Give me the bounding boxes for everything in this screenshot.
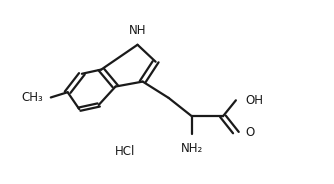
Text: CH₃: CH₃ (21, 91, 43, 104)
Text: NH: NH (129, 24, 146, 37)
Text: NH₂: NH₂ (181, 142, 203, 155)
Text: HCl: HCl (114, 144, 135, 158)
Text: OH: OH (245, 94, 263, 107)
Text: O: O (245, 126, 254, 139)
